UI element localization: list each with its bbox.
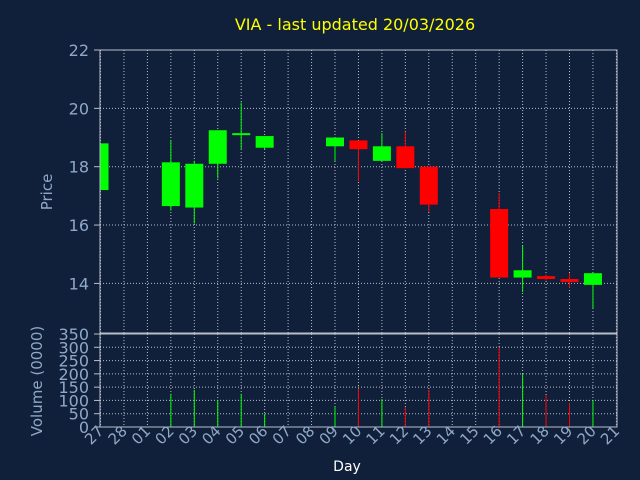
candle bbox=[326, 137, 344, 161]
price-tick-label: 22 bbox=[69, 41, 89, 60]
volume-tick-label: 100 bbox=[58, 391, 89, 410]
candle bbox=[560, 273, 579, 288]
candle bbox=[185, 160, 204, 224]
volume-tick-label: 200 bbox=[58, 365, 89, 384]
candle bbox=[208, 130, 227, 179]
candle-body bbox=[255, 136, 274, 148]
price-panel: 14 16 18 20 22 Price bbox=[38, 41, 618, 334]
candle bbox=[100, 143, 109, 191]
candle-body bbox=[326, 137, 344, 147]
candle bbox=[232, 102, 251, 150]
candle bbox=[255, 136, 274, 150]
candle-body bbox=[560, 279, 579, 282]
candle-body bbox=[372, 146, 391, 161]
volume-tick-label: 300 bbox=[58, 338, 89, 357]
volume-axis-label: Volume (0000) bbox=[28, 326, 46, 436]
candle bbox=[396, 131, 415, 169]
candle-body bbox=[513, 270, 532, 278]
candle-body bbox=[208, 130, 227, 164]
candle-body bbox=[583, 273, 602, 285]
candle bbox=[490, 192, 509, 278]
price-y-ticks: 14 16 18 20 22 bbox=[69, 41, 100, 293]
candle bbox=[372, 133, 391, 161]
volume-tick-label: 250 bbox=[58, 352, 89, 371]
candle bbox=[349, 140, 368, 182]
volume-tick-label: 350 bbox=[58, 325, 89, 344]
x-axis-label: Day bbox=[333, 459, 361, 475]
volume-tick-label: 150 bbox=[58, 378, 89, 397]
volume-tick-label: 0 bbox=[79, 418, 89, 437]
volume-bars bbox=[170, 347, 594, 427]
candle bbox=[513, 245, 532, 293]
candle-body bbox=[100, 143, 109, 191]
candle-body bbox=[161, 162, 180, 207]
candle-body bbox=[537, 276, 556, 280]
candle-body bbox=[419, 166, 438, 205]
candle-body bbox=[490, 209, 509, 278]
candle bbox=[419, 166, 438, 212]
candle bbox=[161, 140, 180, 211]
price-plot-frame bbox=[99, 49, 618, 334]
candle-body bbox=[185, 163, 204, 208]
price-tick-label: 18 bbox=[69, 158, 89, 177]
volume-plot-frame bbox=[99, 333, 618, 428]
x-axis-ticks: 2728010203040506070809101112131415161718… bbox=[81, 422, 623, 448]
candle-body bbox=[396, 146, 415, 169]
candle bbox=[583, 273, 602, 309]
price-tick-label: 14 bbox=[69, 274, 89, 293]
price-tick-label: 20 bbox=[69, 99, 89, 118]
candle-body bbox=[232, 133, 251, 136]
volume-tick-label: 50 bbox=[69, 405, 89, 424]
candle-body bbox=[349, 140, 368, 150]
candle bbox=[537, 274, 556, 281]
price-axis-label: Price bbox=[38, 174, 56, 211]
price-tick-label: 16 bbox=[69, 216, 89, 235]
chart-title: VIA - last updated 20/03/2026 bbox=[235, 15, 475, 34]
